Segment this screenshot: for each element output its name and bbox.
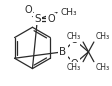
Text: CH₃: CH₃ [60,8,77,17]
Text: CH₃: CH₃ [66,32,80,41]
Text: B: B [59,47,66,57]
Text: S: S [34,14,40,24]
Text: CH₃: CH₃ [66,63,80,72]
Text: CH₃: CH₃ [95,63,109,72]
Text: O: O [70,35,78,45]
Text: O: O [25,5,32,15]
Text: CH₃: CH₃ [95,32,109,41]
Text: O: O [47,14,54,24]
Text: O: O [70,59,78,69]
